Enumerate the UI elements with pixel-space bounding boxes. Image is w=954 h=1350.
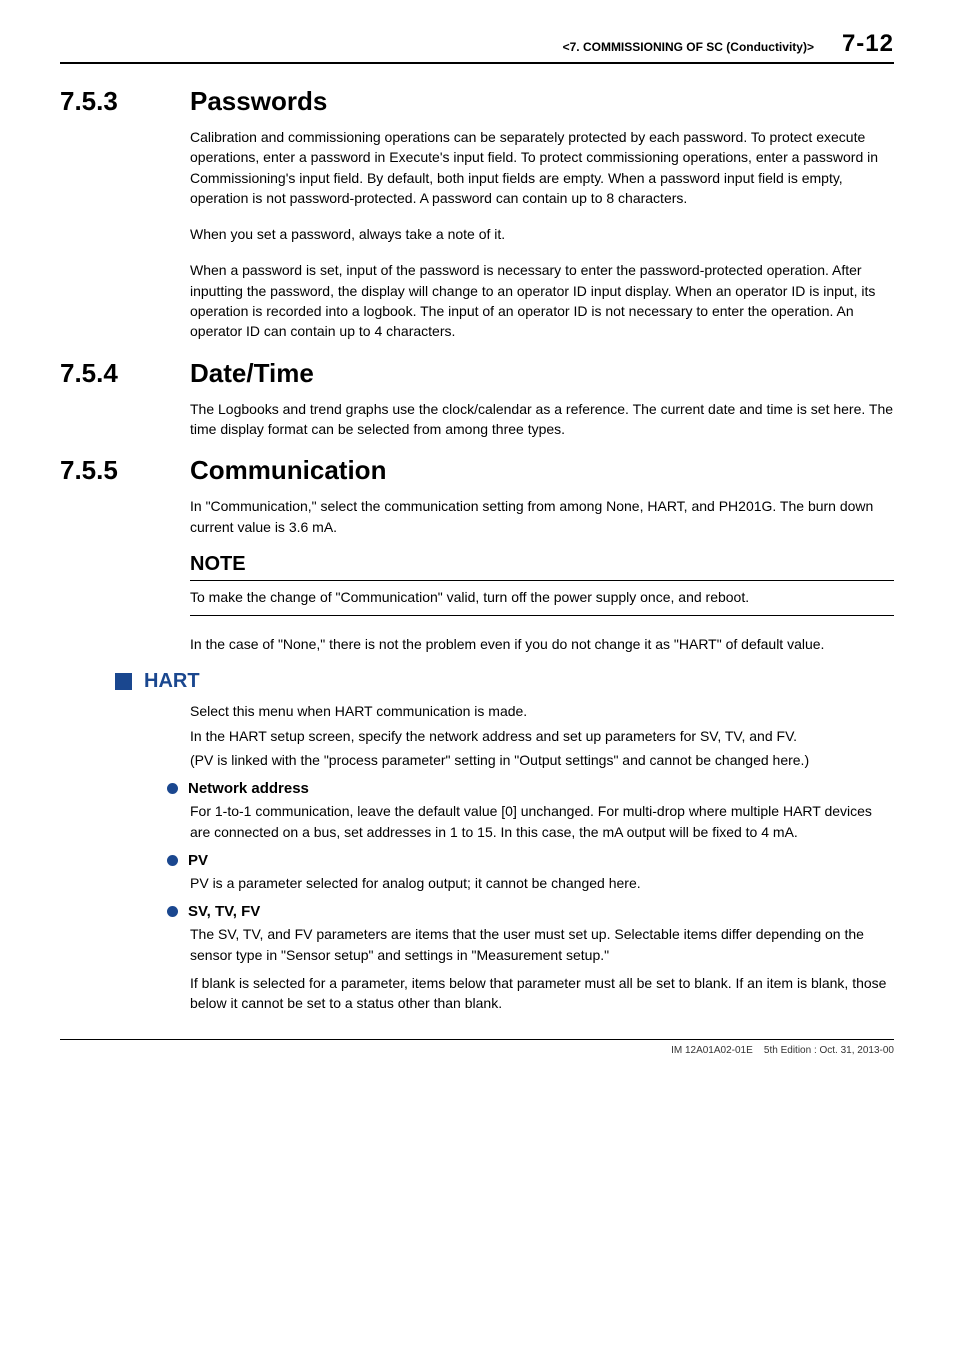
sub2-text: Network address (188, 780, 309, 797)
header-section-label: <7. COMMISSIONING OF SC (Conductivity)> (60, 40, 842, 54)
paragraph: For 1-to-1 communication, leave the defa… (190, 801, 894, 842)
sub2-text: PV (188, 852, 208, 869)
section-body: For 1-to-1 communication, leave the defa… (190, 801, 894, 842)
square-bullet-icon (115, 673, 132, 690)
note-body: To make the change of "Communication" va… (190, 587, 894, 616)
heading-number: 7.5.4 (60, 358, 190, 389)
heading-datetime: 7.5.4Date/Time (60, 358, 894, 389)
footer-edition: 5th Edition : Oct. 31, 2013-00 (764, 1045, 894, 1056)
heading-text: Communication (190, 455, 386, 485)
note-heading: NOTE (190, 553, 894, 581)
heading-passwords: 7.5.3Passwords (60, 86, 894, 117)
paragraph: In the HART setup screen, specify the ne… (190, 726, 894, 746)
paragraph: When a password is set, input of the pas… (190, 260, 894, 341)
footer-doc-id: IM 12A01A02-01E (671, 1045, 753, 1056)
page-container: <7. COMMISSIONING OF SC (Conductivity)> … (0, 0, 954, 1076)
paragraph: If blank is selected for a parameter, it… (190, 973, 894, 1014)
paragraph: In the case of "None," there is not the … (190, 634, 894, 654)
paragraph: (PV is linked with the "process paramete… (190, 750, 894, 770)
round-bullet-icon (167, 906, 178, 917)
paragraph: In "Communication," select the communica… (190, 496, 894, 537)
paragraph: Calibration and commissioning operations… (190, 127, 894, 208)
subheading-text: HART (144, 670, 200, 693)
paragraph: Select this menu when HART communication… (190, 701, 894, 721)
sub2-network-address: Network address (167, 780, 894, 797)
sub2-svtvfv: SV, TV, FV (167, 903, 894, 920)
heading-text: Date/Time (190, 358, 314, 388)
paragraph: PV is a parameter selected for analog ou… (190, 873, 894, 893)
sub2-pv: PV (167, 852, 894, 869)
section-body: The SV, TV, and FV parameters are items … (190, 924, 894, 1013)
heading-number: 7.5.3 (60, 86, 190, 117)
heading-text: Passwords (190, 86, 327, 116)
page-header: <7. COMMISSIONING OF SC (Conductivity)> … (60, 30, 894, 64)
sub2-text: SV, TV, FV (188, 903, 260, 920)
paragraph: When you set a password, always take a n… (190, 224, 894, 244)
heading-number: 7.5.5 (60, 455, 190, 486)
paragraph: The SV, TV, and FV parameters are items … (190, 924, 894, 965)
section-body: The Logbooks and trend graphs use the cl… (190, 399, 894, 440)
section-body: PV is a parameter selected for analog ou… (190, 873, 894, 893)
paragraph: The Logbooks and trend graphs use the cl… (190, 399, 894, 440)
section-body: Calibration and commissioning operations… (190, 127, 894, 342)
header-page-number: 7-12 (842, 30, 894, 58)
page-footer: IM 12A01A02-01E 5th Edition : Oct. 31, 2… (60, 1039, 894, 1056)
section-body: In "Communication," select the communica… (190, 496, 894, 654)
subheading-hart: HART (115, 670, 894, 693)
round-bullet-icon (167, 783, 178, 794)
round-bullet-icon (167, 855, 178, 866)
heading-communication: 7.5.5Communication (60, 455, 894, 486)
section-body: Select this menu when HART communication… (190, 701, 894, 770)
